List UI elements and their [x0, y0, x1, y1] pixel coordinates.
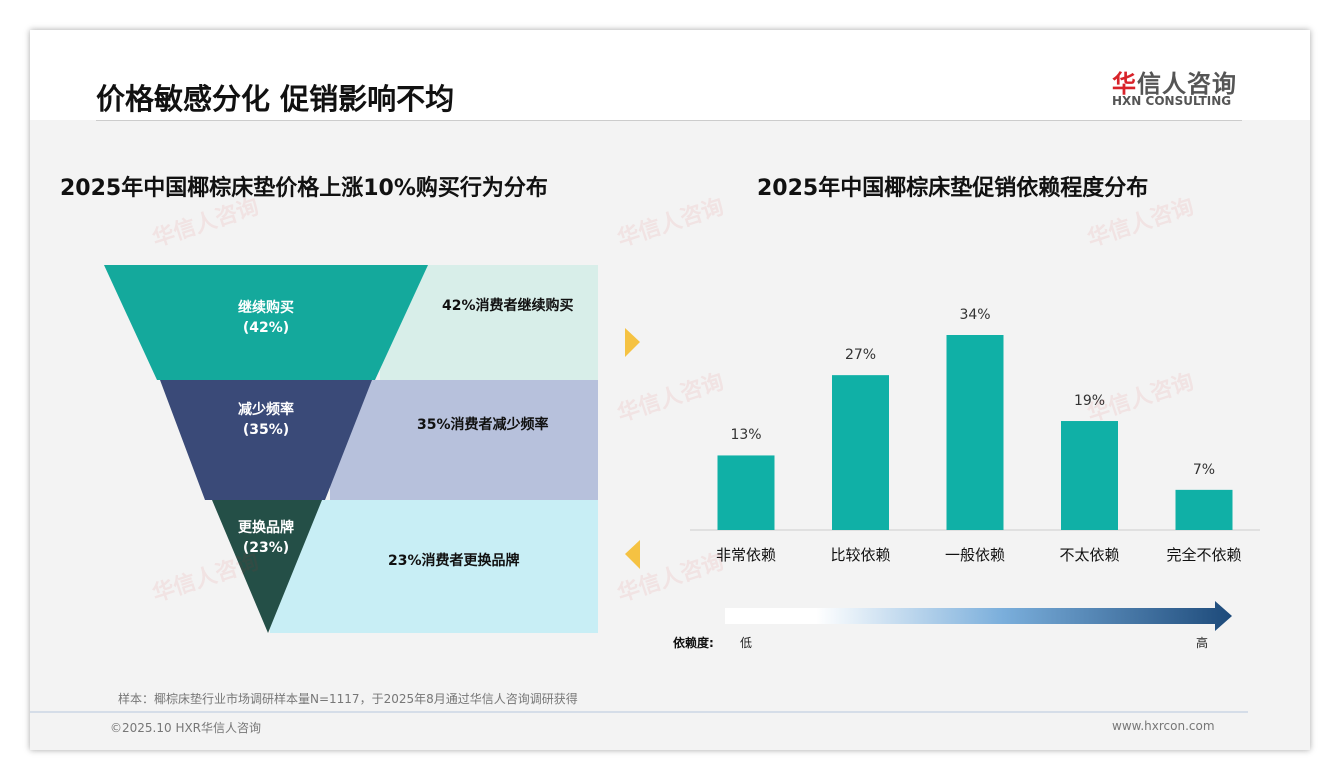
logo: 华信人咨询: [1112, 64, 1237, 99]
bar-value-label: 19%: [1073, 393, 1106, 410]
funnel-segment-reduce: [160, 380, 372, 500]
bar-value-label: 34%: [959, 307, 991, 323]
funnel-label-pct: (23%): [242, 540, 290, 556]
page-title: 价格敏感分化 促销影响不均: [96, 82, 455, 116]
funnel-label-pct: (35%): [242, 422, 290, 438]
logo-subtitle: HXN CONSULTING: [1112, 94, 1232, 108]
funnel-segment-continue: [104, 265, 428, 380]
dependency-gradient-arrow: [725, 601, 1232, 631]
logo-mark: 华: [1112, 70, 1137, 98]
funnel-label-text: 继续购买: [238, 300, 294, 316]
shapes: [30, 265, 1260, 713]
funnel-label-text: 减少频率: [238, 402, 294, 418]
website-link[interactable]: www.hxrcon.com: [1112, 719, 1215, 733]
bar-value-label: 13%: [730, 427, 762, 444]
bar-2: [946, 335, 1004, 530]
bar-0: [717, 455, 775, 530]
arrow-left-icon: [625, 540, 640, 569]
divider: [96, 120, 1242, 121]
funnel-label-reduce: 减少频率 (35%): [216, 400, 316, 440]
funnel-title: 2025年中国椰棕床垫价格上涨10%购买行为分布: [60, 176, 548, 201]
chart-title: 2025年中国椰棕床垫促销依赖程度分布: [757, 176, 1149, 201]
bar-4: [1175, 489, 1233, 530]
arrow-right-icon: [625, 328, 640, 357]
bar-value-label: 7%: [1192, 461, 1216, 478]
bar-value-label: 27%: [844, 347, 877, 364]
funnel-label-continue: 继续购买 (42%): [216, 298, 316, 338]
slide: 价格敏感分化 促销影响不均 华信人咨询 HXN CONSULTING 2025年…: [30, 30, 1310, 750]
bar-1: [832, 375, 889, 530]
logo-text: 信人咨询: [1137, 70, 1237, 98]
scale-label: 依赖度:: [673, 636, 714, 650]
bar-3: [1061, 421, 1118, 530]
header: [30, 30, 1310, 120]
funnel-desc-continue: 42%消费者继续购买: [442, 298, 574, 314]
funnel-band-reduce: [330, 380, 598, 500]
funnel-segment-switch: [212, 500, 322, 633]
category-label: 完全不依赖: [1166, 546, 1242, 564]
funnel-label-switch: 更换品牌 (23%): [216, 518, 316, 558]
category-label: 非常依赖: [715, 546, 776, 564]
scale-low: 低: [740, 636, 753, 650]
category-label: 比较依赖: [830, 546, 891, 564]
sample-note: 样本：椰棕床垫行业市场调研样本量N=1117，于2025年8月通过华信人咨询调研…: [118, 692, 578, 706]
funnel-label-text: 更换品牌: [238, 520, 294, 536]
category-label: 不太依赖: [1059, 546, 1120, 564]
funnel-label-pct: (42%): [242, 320, 290, 336]
funnel-desc-reduce: 35%消费者减少频率: [417, 417, 549, 433]
category-label: 一般依赖: [944, 546, 1005, 564]
funnel-band-switch: [270, 500, 598, 633]
copyright: ©2025.10 HXR华信人咨询: [110, 721, 262, 735]
scale-high: 高: [1196, 636, 1209, 650]
funnel-desc-switch: 23%消费者更换品牌: [388, 553, 520, 569]
